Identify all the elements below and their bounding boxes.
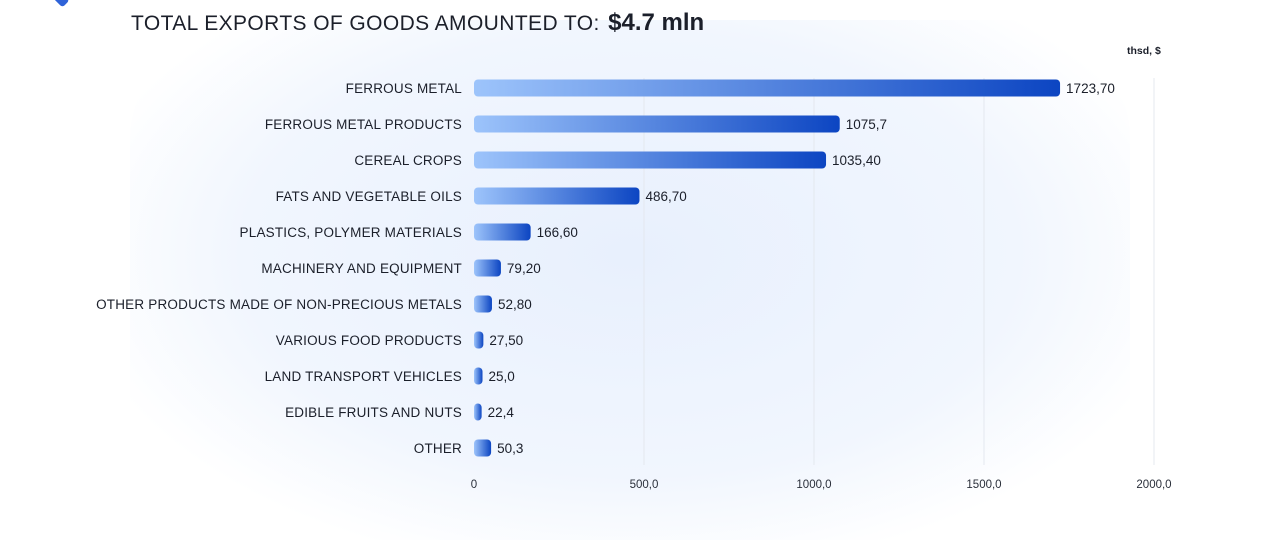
title-total-value: $4.7 mln (608, 9, 705, 36)
x-axis-ticks: 0 500,0 1000,0 1500,0 2000,0 (471, 479, 1172, 491)
value-label: 166,60 (537, 225, 578, 240)
bar (474, 439, 492, 457)
bar (474, 223, 531, 241)
value-label: 1075,7 (846, 117, 887, 132)
bar (474, 79, 1061, 97)
grid-lines (643, 78, 1155, 465)
title-label: TOTAL EXPORTS OF GOODS AMOUNTED TO: (131, 12, 600, 35)
bar (474, 295, 492, 313)
labels: FERROUS METAL 1723,70 FERROUS METAL PRODUC… (96, 81, 1115, 456)
category-label: FERROUS METAL PRODUCTS (265, 117, 462, 132)
value-label: 22,4 (488, 405, 515, 420)
x-tick-label: 1000,0 (796, 479, 831, 491)
category-label: EDIBLE FRUITS AND NUTS (285, 405, 462, 420)
category-label: MACHINERY AND EQUIPMENT (261, 261, 462, 276)
category-label: PLASTICS, POLYMER MATERIALS (240, 225, 462, 240)
category-label: VARIOUS FOOD PRODUCTS (276, 333, 462, 348)
value-label: 52,80 (498, 297, 532, 312)
x-tick-label: 1500,0 (966, 479, 1001, 491)
category-label: FERROUS METAL (346, 81, 463, 96)
value-label: 50,3 (497, 441, 523, 456)
category-label: CEREAL CROPS (354, 153, 462, 168)
bars (474, 79, 1061, 457)
category-label: LAND TRANSPORT VEHICLES (265, 369, 462, 384)
value-label: 1035,40 (832, 153, 881, 168)
unit-label: thsd, $ (1127, 45, 1161, 57)
bar (474, 403, 482, 421)
bar (474, 367, 483, 385)
category-label: OTHER (414, 441, 462, 456)
value-label: 25,0 (489, 369, 515, 384)
value-label: 27,50 (489, 333, 523, 348)
bar (474, 115, 840, 133)
x-tick-label: 2000,0 (1136, 479, 1171, 491)
bar-chart: FERROUS METAL 1723,70 FERROUS METAL PRODUC… (96, 78, 1172, 491)
bar (474, 151, 827, 169)
x-tick-label: 500,0 (630, 479, 659, 491)
chart-title: TOTAL EXPORTS OF GOODS AMOUNTED TO: $4.7… (131, 9, 704, 37)
value-label: 1723,70 (1066, 81, 1115, 96)
bar (474, 259, 501, 277)
bar (474, 331, 484, 349)
category-label: FATS AND VEGETABLE OILS (276, 189, 462, 204)
category-label: OTHER PRODUCTS MADE OF NON-PRECIOUS META… (96, 297, 462, 312)
bar (474, 187, 640, 205)
value-label: 79,20 (507, 261, 541, 276)
value-label: 486,70 (645, 189, 686, 204)
x-tick-label: 0 (471, 479, 477, 491)
background-glow (130, 20, 1130, 540)
